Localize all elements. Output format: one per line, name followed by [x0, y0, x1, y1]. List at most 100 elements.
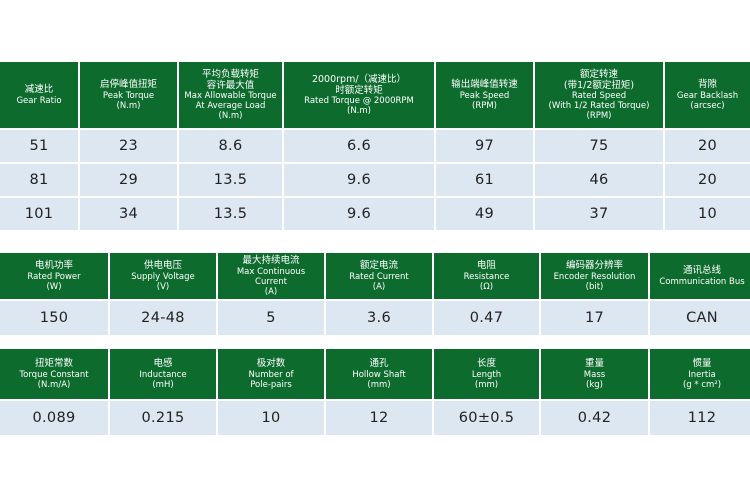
table-cell: 0.089 — [0, 401, 108, 435]
table-cell: 8.6 — [179, 130, 282, 162]
header-line: Mass — [583, 369, 606, 380]
table-cell: 24-48 — [110, 301, 216, 335]
header-line: 扭矩常数 — [34, 358, 73, 370]
header-line: Resistance — [463, 271, 510, 282]
column-header: 电阻 Resistance (Ω) — [434, 253, 539, 299]
header-line: At Average Load — [195, 101, 266, 112]
column-header: 启停峰值扭矩 Peak Torque (N.m) — [80, 62, 177, 128]
header-line: (mm) — [474, 379, 499, 390]
table-cell: 6.6 — [284, 130, 434, 162]
column-header: 极对数 Number of Pole-pairs — [218, 349, 324, 399]
header-line: 长度 — [476, 358, 496, 370]
table-cell: 60±0.5 — [434, 401, 539, 435]
header-line: (kg) — [586, 379, 603, 390]
header-line: 编码器分辨率 — [565, 260, 623, 272]
header-line: 通孔 — [369, 358, 389, 370]
header-line: (mm) — [367, 379, 391, 390]
table-cell: 75 — [535, 130, 663, 162]
table-cell: 13.5 — [179, 198, 282, 230]
column-header: 最大持续电流 Max Continuous Current (A) — [218, 253, 324, 299]
table-cell: 12 — [326, 401, 432, 435]
header-line: (With 1/2 Rated Torque) — [548, 101, 650, 112]
column-header: 平均负载转矩 容许最大值 Max Allowable Torque At Averag… — [179, 62, 282, 128]
column-header: 电感 Inductance (mH) — [110, 349, 216, 399]
table-cell: 97 — [436, 130, 533, 162]
header-line: 时额定转矩 — [335, 84, 383, 96]
header-line: 惯量 — [692, 358, 712, 370]
header-line: 平均负载转矩 — [201, 68, 259, 80]
table-cell: 37 — [535, 198, 663, 230]
header-line: (N.m) — [218, 111, 243, 122]
header-line: 电机功率 — [34, 260, 73, 272]
header-line: (W) — [46, 281, 62, 292]
column-header: 背隙 Gear Backlash (arcsec) — [665, 62, 750, 128]
header-line: 额定电流 — [359, 260, 398, 272]
header-line: (g * cm²) — [682, 379, 722, 390]
header-line: Max Allowable Torque — [184, 91, 277, 102]
header-line: Torque Constant — [19, 369, 89, 380]
header-line: 通讯总线 — [682, 265, 721, 277]
table-cell: 0.47 — [434, 301, 539, 335]
column-header: 减速比 Gear Ratio — [0, 62, 78, 128]
header-line: (V) — [156, 281, 170, 292]
header-line: (arcsec) — [690, 100, 725, 111]
table-cell: 20 — [665, 130, 750, 162]
table-cell: 34 — [80, 198, 177, 230]
column-header: 额定转速 (带1/2额定扭矩) Rated Speed (With 1/2 Rated… — [535, 62, 663, 128]
rated-specs-table: 减速比 Gear Ratio 启停峰值扭矩 Peak Torque (N.m) 平均负载转… — [0, 62, 750, 230]
table-cell: 23 — [80, 130, 177, 162]
header-line: 最大持续电流 — [242, 255, 300, 267]
table-cell: CAN — [650, 301, 750, 335]
column-header: 长度 Length (mm) — [434, 349, 539, 399]
header-line: Number of — [248, 369, 294, 380]
table-cell: 81 — [0, 164, 78, 196]
table-cell: 3.6 — [326, 301, 432, 335]
header-line: (RPM) — [586, 111, 612, 122]
header-line: Rated Power — [27, 271, 81, 282]
header-line: Length — [471, 369, 502, 380]
header-line: Peak Torque — [102, 90, 155, 101]
header-line: 容许最大值 — [206, 79, 255, 91]
header-line: Gear Backlash — [676, 90, 739, 101]
column-header: 输出端峰值转速 Peak Speed (RPM) — [436, 62, 533, 128]
header-line: 背隙 — [697, 79, 717, 91]
table-cell: 0.42 — [541, 401, 648, 435]
column-header: 通孔 Hollow Shaft (mm) — [326, 349, 432, 399]
header-line: (bit) — [585, 281, 604, 292]
column-header: 2000rpm/（减速比） 时额定转矩 Rated Torque @ 2000RPM… — [284, 62, 434, 128]
mechanical-specs-table: 扭矩常数 Torque Constant (N.m/A) 电感 Inductance (m… — [0, 349, 750, 435]
header-line: 极对数 — [256, 358, 286, 370]
header-line: Max Continuous — [236, 266, 306, 277]
header-line: (N.m) — [347, 106, 371, 117]
table-cell: 17 — [541, 301, 648, 335]
column-header: 重量 Mass (kg) — [541, 349, 648, 399]
header-line: Inertia — [688, 369, 716, 380]
table-cell: 49 — [436, 198, 533, 230]
header-line: Supply Voltage — [131, 271, 195, 282]
column-header: 通讯总线 Communication Bus — [650, 253, 750, 299]
header-line: (mH) — [152, 379, 174, 390]
header-line: (N.m) — [116, 100, 141, 111]
header-line: Rated Speed — [571, 91, 627, 102]
header-line: Pole-pairs — [250, 379, 292, 390]
column-header: 额定电流 Rated Current (A) — [326, 253, 432, 299]
header-line: (A) — [264, 286, 278, 297]
header-line: (A) — [372, 281, 386, 292]
header-line: Rated Torque @ 2000RPM — [304, 96, 414, 107]
electrical-specs-table: 电机功率 Rated Power (W) 供电电压 Supply Voltage (V) 最… — [0, 253, 750, 335]
header-line: 输出端峰值转速 — [451, 79, 518, 91]
table-cell: 51 — [0, 130, 78, 162]
header-line: (RPM) — [472, 100, 497, 111]
header-line: 减速比 — [24, 84, 54, 96]
table-cell: 9.6 — [284, 198, 434, 230]
header-line: Current — [255, 276, 287, 287]
table-cell: 46 — [535, 164, 663, 196]
header-line: (N.m/A) — [37, 379, 71, 390]
header-line: 启停峰值扭矩 — [99, 79, 157, 91]
header-line: 2000rpm/（减速比） — [311, 73, 407, 85]
table-cell: 61 — [436, 164, 533, 196]
header-line: 重量 — [584, 358, 604, 370]
column-header: 编码器分辨率 Encoder Resolution (bit) — [541, 253, 648, 299]
header-line: Rated Current — [349, 271, 409, 282]
header-line: Encoder Resolution — [553, 271, 636, 282]
